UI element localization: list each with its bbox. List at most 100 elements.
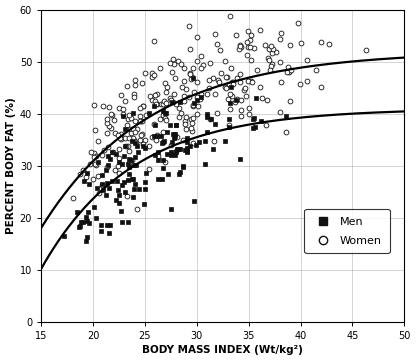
Point <box>276 59 283 65</box>
Point <box>125 161 132 167</box>
Point <box>124 83 131 89</box>
Point <box>103 130 110 136</box>
Point <box>189 140 196 146</box>
Point <box>217 47 223 53</box>
Point <box>198 53 205 59</box>
Point <box>117 131 124 136</box>
Point <box>222 84 229 90</box>
Point <box>189 74 196 79</box>
Point <box>270 46 276 52</box>
Point <box>73 209 80 214</box>
Point <box>125 171 132 177</box>
Point <box>84 218 91 224</box>
Point <box>119 161 126 167</box>
Point <box>75 224 82 230</box>
Point <box>237 97 244 103</box>
Point <box>99 182 105 188</box>
Point <box>114 132 121 138</box>
Point <box>141 137 148 143</box>
Point <box>153 137 160 143</box>
Point <box>142 179 149 185</box>
Point <box>163 129 170 135</box>
Point <box>168 99 175 105</box>
Point <box>126 156 133 161</box>
Point <box>173 122 180 128</box>
Point <box>131 94 138 100</box>
Point <box>111 130 118 136</box>
Point <box>203 111 210 117</box>
Point <box>116 135 123 140</box>
Point <box>104 162 111 168</box>
Point <box>193 142 200 148</box>
Point <box>152 92 158 98</box>
Point <box>84 209 91 214</box>
Point <box>89 176 96 182</box>
Point <box>126 148 132 154</box>
Point <box>121 179 127 185</box>
Point <box>102 192 109 198</box>
Point <box>175 58 182 64</box>
Point <box>109 178 116 184</box>
Point <box>246 111 253 117</box>
Point <box>212 31 218 37</box>
Point <box>86 219 93 225</box>
Point <box>115 163 122 169</box>
Point <box>191 100 197 106</box>
Point <box>131 138 137 143</box>
Point <box>133 139 139 145</box>
Point <box>196 140 202 145</box>
Point <box>170 56 176 62</box>
Point <box>294 20 301 26</box>
Point <box>194 103 201 109</box>
Point <box>194 58 201 64</box>
Point <box>168 206 175 212</box>
Point <box>120 111 127 117</box>
Point <box>272 49 279 55</box>
Point <box>204 91 210 97</box>
Point <box>172 149 179 155</box>
Point <box>154 176 161 182</box>
Point <box>183 148 190 153</box>
Point <box>118 92 125 98</box>
Point <box>111 167 118 173</box>
Point <box>155 157 162 163</box>
Point <box>160 112 167 118</box>
Point <box>149 97 156 103</box>
Point <box>141 70 148 76</box>
Point <box>246 105 253 110</box>
Point <box>94 173 101 179</box>
Point <box>127 130 134 136</box>
Point <box>213 41 220 47</box>
Point <box>168 152 174 158</box>
Point <box>189 66 196 71</box>
Point <box>234 96 240 102</box>
Point <box>138 80 145 86</box>
Point <box>100 187 106 193</box>
Point <box>90 151 97 156</box>
Point <box>204 114 210 120</box>
Point <box>134 206 141 212</box>
Point <box>263 123 270 129</box>
Point <box>243 93 249 99</box>
Point <box>124 122 131 127</box>
Point <box>286 69 292 75</box>
Point <box>181 78 188 84</box>
Point <box>227 84 234 90</box>
Point <box>84 170 91 176</box>
Point <box>137 132 144 138</box>
Point <box>269 61 275 67</box>
Point <box>173 149 179 155</box>
Point <box>151 122 158 127</box>
Point <box>226 106 233 112</box>
Point <box>174 147 181 152</box>
Point <box>180 163 186 169</box>
Point <box>91 205 97 210</box>
Point <box>313 67 319 73</box>
Point <box>160 138 167 144</box>
Point <box>167 60 173 66</box>
Point <box>228 93 235 99</box>
Point <box>258 118 264 124</box>
Point <box>106 123 112 129</box>
Point <box>99 181 106 187</box>
Point <box>193 111 200 117</box>
